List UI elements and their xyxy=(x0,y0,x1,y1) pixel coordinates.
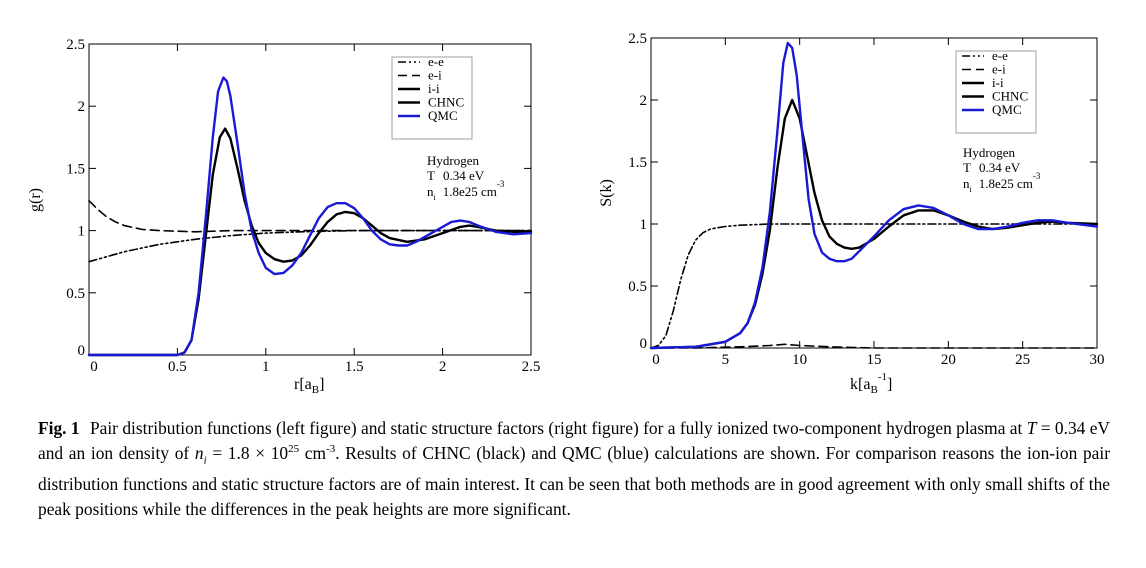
right-legend-label: CHNC xyxy=(992,89,1028,104)
right-info-density: ni 1.8e25 cm-3 xyxy=(963,171,1041,194)
right-y-tick-label: 0 xyxy=(640,336,648,352)
left-legend-label: QMC xyxy=(428,108,458,123)
left-series-qmc xyxy=(87,76,533,357)
right-legend-frame xyxy=(955,50,1037,134)
left-plot: 0 0.5 1 1.5 2 2.5 0 0.5 1 1.5 2 2.5 e-ee-ii-iCHNCQM… xyxy=(27,37,540,396)
right-series-e-i xyxy=(650,343,1098,349)
left-series-e-i xyxy=(88,199,532,233)
left-info-density: ni 1.8e25 cm-3 xyxy=(427,179,505,202)
left-legend-frame xyxy=(391,56,473,140)
left-y-tick-label: 1.5 xyxy=(66,161,85,177)
right-x-tick-label: 30 xyxy=(1090,352,1105,368)
right-legend-label: e-e xyxy=(992,48,1008,63)
right-x-axis-label: k[aB-1] xyxy=(850,371,892,396)
left-info-title: Hydrogen xyxy=(427,153,479,168)
right-x-tick-label: 25 xyxy=(1015,352,1030,368)
left-y-tick-label: 0 xyxy=(78,343,86,359)
left-x-tick-label: 1.5 xyxy=(345,359,364,375)
right-y-tick-label: 2.5 xyxy=(628,31,647,47)
figure-caption: Fig. 1 Pair distribution functions (left… xyxy=(38,418,1111,519)
right-y-axis-label: S(k) xyxy=(598,179,615,207)
left-x-tick-label: 0 xyxy=(90,359,98,375)
left-legend-label: i-i xyxy=(428,81,440,96)
left-y-tick-label: 1 xyxy=(78,224,86,240)
left-x-tick-label: 2.5 xyxy=(522,359,541,375)
right-y-tick-label: 1 xyxy=(640,217,648,233)
left-curves xyxy=(87,76,533,357)
right-plot: 0 5 10 15 20 25 30 0 0.5 1 1.5 2 2.5 e-ee-ii-iCHNCQM… xyxy=(598,31,1105,396)
left-y-axis-label: g(r) xyxy=(27,188,44,212)
right-x-tick-label: 5 xyxy=(722,352,730,368)
left-x-tick-label: 0.5 xyxy=(168,359,187,375)
right-x-tick-label: 0 xyxy=(652,352,660,368)
left-y-tick-label: 2.5 xyxy=(66,37,85,53)
left-legend-label: e-e xyxy=(428,54,444,69)
right-series-qmc xyxy=(649,41,1099,350)
right-info-temperature: T 0.34 eV xyxy=(963,160,1021,175)
figure-label: Fig. 1 xyxy=(38,418,80,438)
left-y-tick-label: 0.5 xyxy=(66,286,85,302)
right-series-chnc xyxy=(649,98,1099,350)
right-info-box: Hydrogen T 0.34 eV ni 1.8e25 cm-3 xyxy=(963,145,1041,194)
right-curves xyxy=(649,41,1099,350)
left-axes: 0 0.5 1 1.5 2 2.5 0 0.5 1 1.5 2 2.5 xyxy=(66,37,540,375)
right-series-e-e xyxy=(650,223,1098,349)
left-y-tick-label: 2 xyxy=(78,99,86,115)
right-x-tick-label: 20 xyxy=(941,352,956,368)
right-x-tick-label: 10 xyxy=(792,352,807,368)
right-legend-label: e-i xyxy=(992,62,1006,77)
right-x-tick-label: 15 xyxy=(867,352,882,368)
right-info-title: Hydrogen xyxy=(963,145,1015,160)
left-info-box: Hydrogen T 0.34 eV ni 1.8e25 cm-3 xyxy=(427,153,505,202)
right-y-tick-label: 2 xyxy=(640,93,648,109)
left-x-axis-label: r[aB] xyxy=(294,376,324,396)
left-x-tick-label: 2 xyxy=(439,359,447,375)
right-legend-label: i-i xyxy=(992,75,1004,90)
left-legend-label: e-i xyxy=(428,68,442,83)
right-y-tick-label: 1.5 xyxy=(628,155,647,171)
right-axes: 0 5 10 15 20 25 30 0 0.5 1 1.5 2 2.5 xyxy=(628,31,1104,368)
left-series-chnc xyxy=(87,127,533,357)
left-legend-label: CHNC xyxy=(428,95,464,110)
right-legend-label: QMC xyxy=(992,102,1022,117)
left-frame xyxy=(88,43,532,356)
left-x-tick-label: 1 xyxy=(262,359,270,375)
right-y-tick-label: 0.5 xyxy=(628,279,647,295)
left-info-temperature: T 0.34 eV xyxy=(427,168,485,183)
